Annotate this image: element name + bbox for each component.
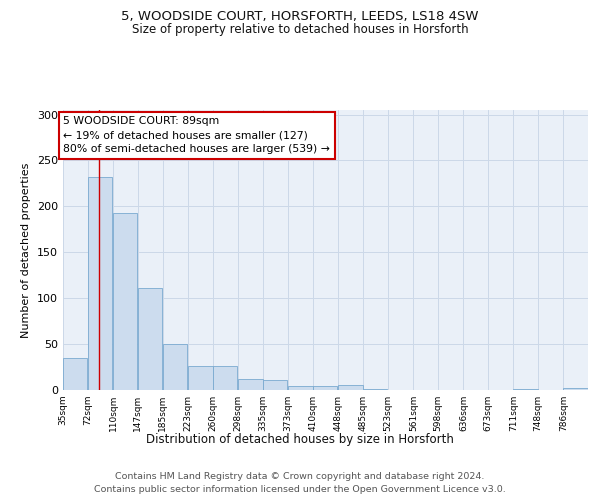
Text: Contains public sector information licensed under the Open Government Licence v3: Contains public sector information licen… <box>94 485 506 494</box>
Bar <box>113 213 137 390</box>
Bar <box>163 344 187 390</box>
Bar <box>514 389 538 390</box>
Text: Distribution of detached houses by size in Horsforth: Distribution of detached houses by size … <box>146 432 454 446</box>
Text: Contains HM Land Registry data © Crown copyright and database right 2024.: Contains HM Land Registry data © Crown c… <box>115 472 485 481</box>
Bar <box>338 386 362 390</box>
Bar <box>363 389 387 390</box>
Text: 5 WOODSIDE COURT: 89sqm
← 19% of detached houses are smaller (127)
80% of semi-d: 5 WOODSIDE COURT: 89sqm ← 19% of detache… <box>64 116 330 154</box>
Bar <box>188 366 213 390</box>
Bar <box>137 288 162 390</box>
Bar <box>563 388 588 390</box>
Bar <box>313 386 337 390</box>
Bar <box>238 379 263 390</box>
Y-axis label: Number of detached properties: Number of detached properties <box>22 162 31 338</box>
Bar <box>63 358 88 390</box>
Text: 5, WOODSIDE COURT, HORSFORTH, LEEDS, LS18 4SW: 5, WOODSIDE COURT, HORSFORTH, LEEDS, LS1… <box>121 10 479 23</box>
Text: Size of property relative to detached houses in Horsforth: Size of property relative to detached ho… <box>131 22 469 36</box>
Bar <box>88 177 112 390</box>
Bar <box>288 386 313 390</box>
Bar <box>213 366 238 390</box>
Bar <box>263 380 287 390</box>
